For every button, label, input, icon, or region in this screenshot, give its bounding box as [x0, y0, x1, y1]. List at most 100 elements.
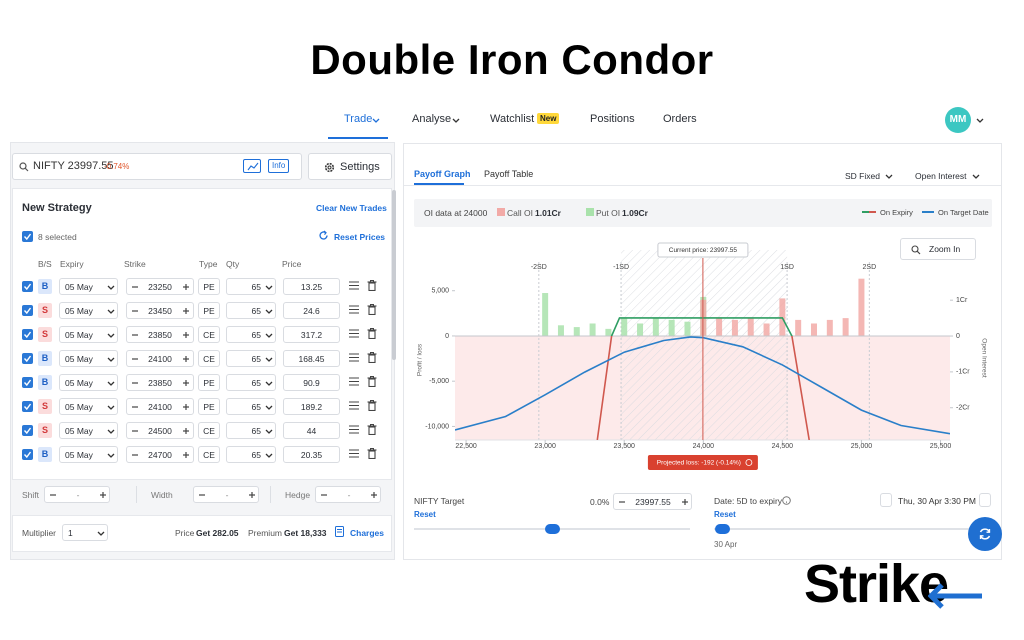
date-thumb[interactable]	[715, 524, 730, 534]
check-icon-part	[23, 307, 32, 315]
plus-icon	[183, 332, 189, 338]
info-button[interactable]: Info	[268, 159, 290, 173]
check-icon	[23, 427, 32, 435]
nav-item[interactable]: Analyse	[412, 113, 452, 125]
adjuster-value: -	[76, 490, 80, 500]
nav-item[interactable]: Positions	[590, 113, 635, 125]
strike: 24700	[148, 450, 172, 460]
checkbox[interactable]	[22, 401, 33, 412]
qty-select[interactable]: 65	[226, 398, 276, 415]
checkbox[interactable]	[22, 425, 33, 436]
tab[interactable]: Payoff Table	[484, 169, 534, 179]
strike-stepper: 23250	[126, 278, 194, 295]
tab[interactable]: Payoff Graph	[414, 169, 471, 179]
overlay-select[interactable]: Open Interest	[915, 171, 967, 181]
side-badge: S	[38, 423, 52, 438]
minus-icon	[132, 454, 138, 456]
column-header: Expiry	[60, 259, 84, 269]
chevron	[107, 285, 115, 290]
expiry-select[interactable]: 05 May	[59, 302, 118, 319]
plus-icon	[183, 284, 189, 290]
strike: 24100	[148, 402, 172, 412]
charges-link[interactable]: Charges	[350, 528, 385, 538]
chevron-part	[107, 405, 115, 410]
nav-item[interactable]: Trade	[344, 113, 373, 125]
minus-icon	[132, 382, 138, 384]
delete-icon-part	[370, 448, 374, 451]
expiry-select[interactable]: 05 May	[59, 446, 118, 463]
chevron-part	[107, 333, 115, 338]
call-oi-swatch	[497, 208, 505, 216]
chevron-part	[372, 118, 380, 123]
date-reset[interactable]: Reset	[714, 510, 736, 519]
type-box: PE	[198, 374, 220, 391]
qty-select[interactable]: 65	[226, 422, 276, 439]
page-title: Double Iron Condor	[310, 36, 714, 83]
expiry-select[interactable]: 05 May	[59, 374, 118, 391]
checkbox[interactable]	[22, 449, 33, 460]
chevron-part	[452, 118, 460, 123]
date-start: 30 Apr	[714, 540, 738, 549]
brand-arrow	[928, 583, 982, 609]
column-header: Price	[282, 259, 302, 269]
chevron	[107, 309, 115, 314]
adjust-icon	[349, 377, 359, 386]
checkbox[interactable]	[22, 329, 33, 340]
call-oi-label: Call OI	[507, 208, 533, 218]
type-box: PE	[198, 398, 220, 415]
expiry-select[interactable]: 05 May	[59, 326, 118, 343]
qty-select[interactable]: 65	[226, 302, 276, 319]
target-reset[interactable]: Reset	[414, 510, 436, 519]
zoom-button[interactable]: Zoom In	[900, 238, 976, 260]
call-oi-value: 1.01Cr	[535, 208, 561, 218]
reset-icon	[319, 230, 328, 240]
chevron-part	[265, 285, 273, 290]
checkbox[interactable]	[22, 377, 33, 388]
column-header: Qty	[226, 259, 240, 269]
checkbox[interactable]	[22, 231, 33, 242]
qty-select[interactable]: 65	[226, 278, 276, 295]
delete-icon-part	[368, 306, 376, 315]
expiry-select[interactable]: 05 May	[59, 398, 118, 415]
avatar[interactable]: MM	[945, 107, 971, 133]
delete-icon-part	[370, 424, 374, 427]
reset-prices[interactable]: Reset Prices	[334, 232, 386, 242]
checkbox[interactable]	[22, 281, 33, 292]
adjust-icon	[349, 305, 359, 314]
date-next[interactable]	[979, 493, 991, 507]
checkbox[interactable]	[22, 353, 33, 364]
qty-select[interactable]: 65	[226, 446, 276, 463]
refresh-button[interactable]	[968, 517, 1002, 551]
legend-swatch	[862, 211, 869, 213]
expiry-select[interactable]: 05 May	[59, 278, 118, 295]
clear-link[interactable]: Clear New Trades	[316, 203, 387, 213]
delete-icon-part	[370, 328, 374, 331]
strike: 23850	[148, 330, 172, 340]
expiry-select[interactable]: 05 May	[59, 350, 118, 367]
sd-mode[interactable]: SD Fixed	[845, 171, 880, 181]
date-prev[interactable]	[880, 493, 892, 507]
chevron-part	[107, 453, 115, 458]
date-value: Thu, 30 Apr 3:30 PM	[898, 496, 976, 506]
settings-button[interactable]: Settings	[308, 153, 392, 180]
minus-icon	[132, 406, 138, 408]
nav-item[interactable]: Watchlist	[490, 113, 535, 125]
chevron	[97, 531, 105, 536]
checkbox[interactable]	[22, 305, 33, 316]
nav-item[interactable]: Orders	[663, 113, 697, 125]
target-thumb[interactable]	[545, 524, 560, 534]
price: 20.35	[300, 450, 323, 460]
type: CE	[203, 426, 215, 436]
qty-select[interactable]: 65	[226, 326, 276, 343]
price-value: Get 282.05	[196, 528, 239, 538]
type: CE	[203, 354, 215, 364]
brand: Strike	[804, 554, 949, 614]
price-box: 44	[283, 422, 340, 439]
qty-select[interactable]: 65	[226, 350, 276, 367]
chevron	[107, 405, 115, 410]
multiplier-select[interactable]: 1	[62, 524, 108, 541]
qty-select[interactable]: 65	[226, 374, 276, 391]
expiry-select[interactable]: 05 May	[59, 422, 118, 439]
plus-icon	[100, 492, 106, 498]
trend-button[interactable]	[243, 159, 261, 173]
